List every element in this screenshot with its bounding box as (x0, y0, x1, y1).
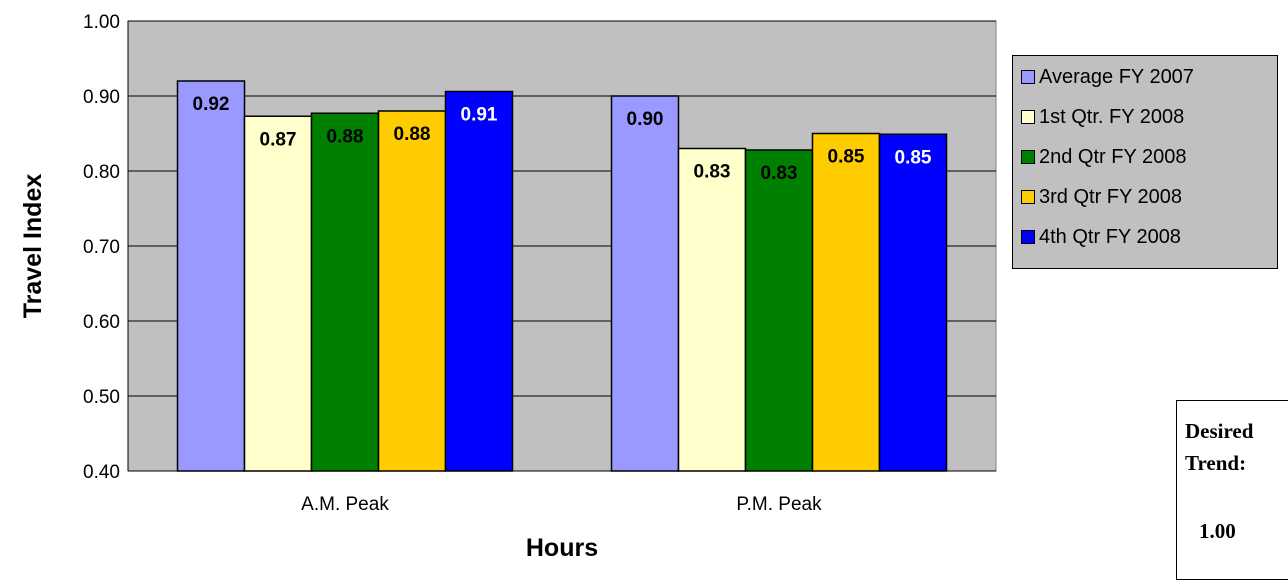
bar-data-label: 0.90 (627, 109, 664, 130)
legend-item: 4th Qtr FY 2008 (1021, 222, 1181, 252)
legend-swatch (1021, 150, 1035, 164)
bar (811, 132, 881, 472)
legend-item: 2nd Qtr FY 2008 (1021, 142, 1187, 172)
legend-swatch (1021, 190, 1035, 204)
legend: Average FY 2007 1st Qtr. FY 2008 2nd Qtr F… (1012, 55, 1278, 269)
bar (310, 112, 380, 472)
legend-label: 1st Qtr. FY 2008 (1039, 105, 1185, 128)
legend-swatch (1021, 110, 1035, 124)
desired-trend-box: Desired Trend: 1.00 (1176, 400, 1288, 580)
legend-swatch (1021, 230, 1035, 244)
legend-label: 4th Qtr FY 2008 (1039, 225, 1181, 248)
legend-label: 2nd Qtr FY 2008 (1039, 145, 1187, 168)
bar-data-label: 0.92 (193, 94, 230, 115)
bar (444, 90, 514, 472)
data-labels: 0.92 0.87 0.88 0.88 0.91 0.90 0.83 0.83 0.85 0.85 (193, 94, 932, 184)
bar-data-label: 0.85 (895, 147, 932, 168)
x-axis-title: Hours (526, 534, 598, 562)
bar-data-label: 0.88 (394, 124, 431, 145)
bar-data-label: 0.85 (828, 147, 865, 168)
x-category-label: P.M. Peak (736, 494, 822, 515)
bar (377, 110, 447, 472)
y-tick-label: 0.40 (83, 462, 120, 483)
y-tick-label: 0.50 (83, 387, 120, 408)
desired-trend-value: 1.00 (1199, 519, 1236, 543)
x-category-label: A.M. Peak (301, 494, 389, 515)
x-category-labels: A.M. Peak P.M. Peak (301, 494, 822, 515)
y-tick-label: 0.90 (83, 87, 120, 108)
y-tick-labels: 0.40 0.50 0.60 0.70 0.80 0.90 1.00 (83, 12, 120, 483)
bar (176, 80, 246, 472)
desired-trend-title: Desired Trend: (1185, 419, 1254, 475)
y-axis-title: Travel Index (19, 174, 47, 319)
bar-data-label: 0.88 (327, 126, 364, 147)
bar-data-label: 0.83 (694, 162, 731, 183)
bars (176, 80, 948, 472)
bar-data-label: 0.87 (260, 129, 297, 150)
bar-data-label: 0.91 (461, 105, 498, 126)
bar (677, 147, 747, 472)
y-tick-label: 0.70 (83, 237, 120, 258)
bar (744, 149, 814, 472)
bar (243, 115, 313, 472)
legend-item: Average FY 2007 (1021, 62, 1194, 92)
bar (878, 133, 948, 472)
chart: 0.92 0.87 0.88 0.88 0.91 0.90 0.83 0.83 0.85 0.85… (19, 12, 997, 562)
y-tick-label: 0.80 (83, 162, 120, 183)
bar-data-label: 0.83 (761, 163, 798, 184)
legend-item: 3rd Qtr FY 2008 (1021, 182, 1182, 212)
legend-label: Average FY 2007 (1039, 65, 1194, 88)
y-tick-label: 0.60 (83, 312, 120, 333)
legend-item: 1st Qtr. FY 2008 (1021, 102, 1184, 132)
legend-swatch (1021, 70, 1035, 84)
legend-label: 3rd Qtr FY 2008 (1039, 185, 1183, 208)
y-tick-label: 1.00 (83, 12, 120, 33)
bar (610, 95, 680, 472)
